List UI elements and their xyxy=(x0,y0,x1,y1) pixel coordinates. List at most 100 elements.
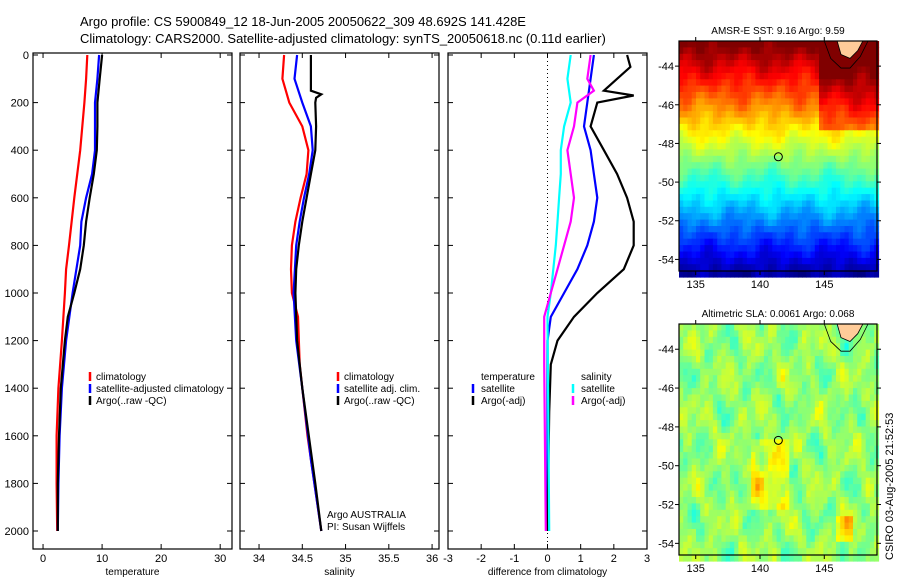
figure-title-line1: Argo profile: CS 5900849_12 18-Jun-2005 … xyxy=(80,14,526,29)
map-cell xyxy=(827,343,833,351)
map-cell xyxy=(840,226,846,233)
map-cell xyxy=(819,554,824,562)
map-cell xyxy=(738,47,744,55)
map-cell xyxy=(746,484,752,492)
map-cell xyxy=(857,388,863,396)
map-cell xyxy=(827,257,833,265)
map-cell xyxy=(717,181,723,189)
map-cell xyxy=(700,497,706,504)
map-cell xyxy=(704,439,710,447)
map-cell xyxy=(691,194,697,202)
map-cell xyxy=(725,362,731,370)
map-cell xyxy=(857,117,863,125)
map-cell xyxy=(755,400,761,408)
map-cell xyxy=(865,368,871,376)
map-cell xyxy=(857,168,863,176)
map-cell xyxy=(704,452,710,460)
map-cell xyxy=(785,53,790,61)
map-cell xyxy=(836,368,841,376)
map-cell xyxy=(780,407,786,415)
map-cell xyxy=(721,174,727,182)
map-cell xyxy=(696,477,701,485)
map-cell xyxy=(810,452,816,460)
map-cell xyxy=(738,136,744,144)
map-cell xyxy=(802,168,807,176)
map-cell xyxy=(734,522,740,530)
map-cell xyxy=(844,123,850,131)
map-cell xyxy=(700,336,706,344)
map-cell xyxy=(729,104,735,112)
map-cell xyxy=(806,194,812,202)
map-cell xyxy=(840,206,846,214)
map-cell xyxy=(683,123,689,131)
map-cell xyxy=(729,541,735,549)
map-cell xyxy=(721,72,727,80)
map-cell xyxy=(827,226,833,233)
map-cell xyxy=(848,541,854,549)
map-cell xyxy=(806,445,812,453)
map-cell xyxy=(717,458,723,466)
map-cell xyxy=(738,336,744,344)
map-cell xyxy=(759,238,765,246)
map-cell xyxy=(763,264,769,272)
map-cell xyxy=(691,226,697,233)
map-cell xyxy=(836,149,841,157)
map-cell xyxy=(819,111,824,119)
map-cell xyxy=(831,439,837,447)
map-cell xyxy=(746,187,752,195)
map-cell xyxy=(704,111,710,119)
map-cell xyxy=(712,92,718,99)
map-cell xyxy=(700,111,706,119)
map-cell xyxy=(840,356,846,363)
map-cell xyxy=(742,324,748,331)
map-cell xyxy=(857,136,863,144)
map-cell xyxy=(780,388,786,396)
map-cell xyxy=(840,400,846,408)
map-cell xyxy=(819,522,824,530)
map-cell xyxy=(768,270,773,278)
map-cell xyxy=(780,130,786,138)
map-cell xyxy=(857,206,863,214)
map-cell xyxy=(725,541,731,549)
map-cell xyxy=(776,362,782,370)
map-cell xyxy=(865,509,871,517)
map-cell xyxy=(712,400,718,408)
map-cell xyxy=(793,497,799,504)
map-cell xyxy=(734,349,740,357)
map-cell xyxy=(831,445,837,453)
map-cell xyxy=(797,336,803,344)
map-cell xyxy=(827,264,833,272)
map-cell xyxy=(827,375,833,383)
map-cell xyxy=(848,72,854,80)
map-cell xyxy=(827,98,833,106)
map-cell xyxy=(704,324,710,331)
map-cell xyxy=(729,484,735,492)
map-cell xyxy=(831,270,837,278)
map-cell xyxy=(687,394,693,402)
map-cell xyxy=(746,445,752,453)
map-cell xyxy=(857,407,863,415)
map-cell xyxy=(751,407,756,415)
map-cell xyxy=(704,509,710,517)
map-cell xyxy=(853,477,858,485)
map-cell xyxy=(844,432,850,440)
map-cell xyxy=(869,213,875,221)
map-cell xyxy=(789,541,795,549)
map-cell xyxy=(865,92,871,99)
map-cell xyxy=(696,213,701,221)
map-cell xyxy=(802,270,807,278)
map-cell xyxy=(763,257,769,265)
map-cell xyxy=(853,245,858,253)
map-cell xyxy=(691,72,697,80)
map-cell xyxy=(700,136,706,144)
map-cell xyxy=(802,123,807,131)
map-cell xyxy=(751,264,756,272)
map-cell xyxy=(785,529,790,536)
map-cell xyxy=(861,168,867,176)
map-cell xyxy=(691,336,697,344)
map-cell xyxy=(772,445,778,453)
map-cell xyxy=(776,484,782,492)
map-cell xyxy=(772,53,778,61)
map-cell xyxy=(679,187,684,195)
map-cell xyxy=(776,226,782,233)
